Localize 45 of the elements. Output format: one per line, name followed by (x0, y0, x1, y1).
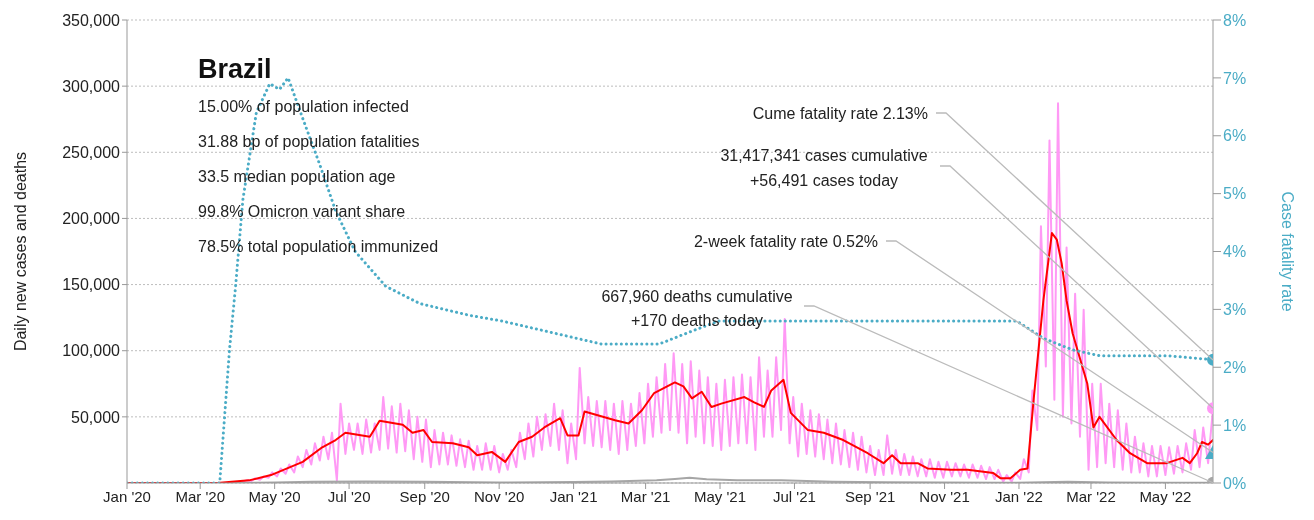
annotation: 667,960 deaths cumulative (601, 288, 793, 305)
y2-tick-label: 4% (1223, 243, 1247, 261)
y-tick-label: 350,000 (62, 11, 121, 29)
annotation: 33.5 median population age (198, 168, 396, 185)
x-tick-label: Jul '20 (327, 487, 371, 505)
y2-tick-label: 7% (1223, 69, 1247, 87)
x-tick-label: Jul '21 (773, 487, 816, 505)
annotation: 99.8% Omicron variant share (198, 203, 406, 220)
y2-tick-label: 8% (1223, 11, 1247, 29)
x-tick-label: Nov '20 (473, 487, 525, 505)
x-tick-label: Sep '21 (844, 487, 896, 505)
y-tick-label: 100,000 (62, 342, 121, 360)
annotation: +170 deaths today (630, 312, 764, 329)
y-tick-label: 150,000 (62, 276, 121, 294)
x-tick-label: Jan '20 (103, 487, 151, 505)
annotation: 78.5% total population immunized (198, 238, 439, 255)
y2-tick-label: 5% (1223, 185, 1247, 203)
y2-tick-label: 0% (1223, 474, 1247, 492)
y-tick-label: 250,000 (62, 143, 121, 161)
x-tick-label: May '22 (1139, 487, 1192, 505)
y2-tick-label: 1% (1223, 416, 1247, 434)
y2-axis-title: Case fatality rate (1279, 191, 1296, 312)
x-tick-label: Nov '21 (919, 487, 970, 505)
x-tick-label: Mar '21 (620, 487, 671, 505)
x-tick-label: Jan '21 (549, 487, 598, 505)
annotation: 15.00% of population infected (198, 98, 409, 115)
y-axis-title: Daily new cases and deaths (12, 151, 29, 352)
x-tick-label: May '21 (694, 487, 747, 505)
annotation: 31.88 bp of population fatalities (198, 133, 420, 150)
x-tick-label: May '20 (248, 487, 301, 505)
y2-tick-label: 3% (1223, 301, 1247, 319)
x-tick-label: Jan '22 (995, 487, 1043, 505)
y-tick-label: 50,000 (71, 408, 121, 426)
y-tick-label: 200,000 (62, 210, 121, 228)
x-tick-label: Mar '20 (175, 487, 225, 505)
annotation: 31,417,341 cases cumulative (720, 147, 928, 164)
y-tick-label: 300,000 (62, 77, 121, 95)
x-tick-label: Sep '20 (399, 487, 450, 505)
text: Brazil (198, 54, 272, 84)
y2-tick-label: 6% (1223, 127, 1247, 145)
y2-tick-label: 2% (1223, 358, 1247, 376)
annotation: Cume fatality rate 2.13% (752, 105, 928, 122)
annotation: +56,491 cases today (749, 172, 899, 189)
annotation: 2-week fatality rate 0.52% (693, 233, 878, 250)
x-tick-label: Mar '22 (1066, 487, 1116, 505)
